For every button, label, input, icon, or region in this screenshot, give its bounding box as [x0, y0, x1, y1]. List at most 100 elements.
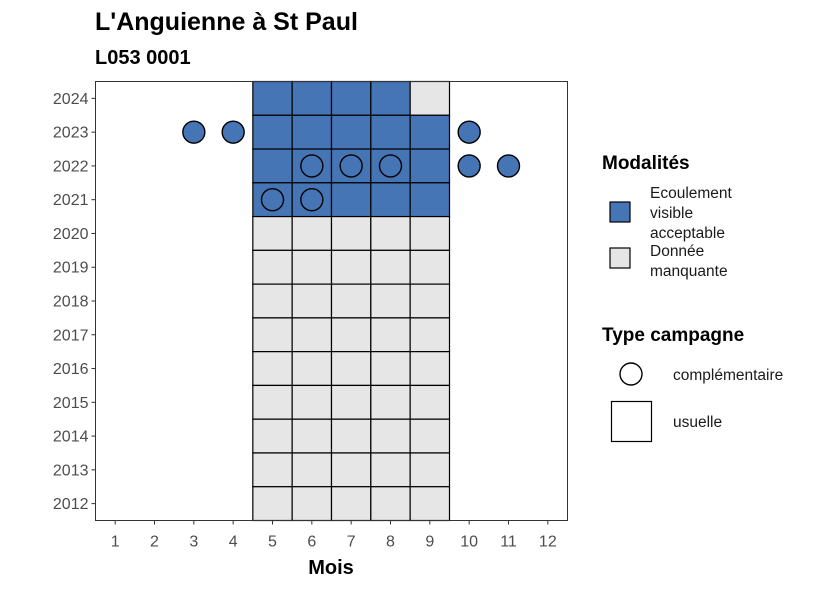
complementaire-points — [182, 120, 521, 212]
cell-2020-6 — [291, 215, 333, 251]
x-tick-label: 5 — [268, 534, 277, 551]
cell-2015-9 — [409, 384, 451, 420]
y-axis: 2012 2013 2014 2015 2016 2017 2018 2019 2020 2021… — [53, 91, 96, 513]
cell-2015-6 — [291, 384, 333, 420]
cell-2018-9 — [409, 283, 451, 319]
cell-2018-8 — [370, 283, 411, 319]
legend-label-manquante: manquante — [650, 263, 728, 280]
x-tick-label: 4 — [229, 534, 238, 551]
x-tick-label: 1 — [111, 534, 120, 551]
point-2021-5 — [260, 187, 285, 212]
point-2022-7 — [339, 154, 363, 178]
cell-2013-7 — [330, 452, 372, 488]
cell-2023-9 — [409, 114, 451, 150]
cell-2013-5 — [252, 452, 293, 488]
y-tick-label: 2023 — [53, 125, 89, 142]
cell-2012-9 — [409, 486, 451, 522]
x-axis-title: Mois — [308, 557, 354, 579]
cell-2012-8 — [370, 486, 411, 522]
legend-type-title: Type campagne — [602, 325, 744, 346]
cell-2020-5 — [252, 215, 293, 251]
chart-subtitle: L053 0001 — [95, 47, 191, 69]
cell-2017-6 — [291, 317, 333, 353]
x-tick-label: 10 — [460, 534, 478, 551]
legend-label-ecoulement: acceptable — [650, 225, 725, 242]
y-tick-label: 2020 — [53, 226, 89, 243]
cell-2020-8 — [370, 215, 411, 251]
cell-2013-8 — [370, 452, 411, 488]
cell-2022-5 — [252, 148, 293, 184]
cell-2023-8 — [370, 114, 411, 150]
legend-key-manquante — [609, 247, 631, 269]
cell-2023-7 — [330, 114, 372, 150]
x-axis: 1 2 3 4 5 6 7 8 9 10 11 12 — [111, 520, 557, 551]
x-tick-label: 6 — [307, 534, 316, 551]
cell-2017-7 — [330, 317, 372, 353]
cell-2024-9 — [409, 80, 451, 116]
cell-2019-6 — [291, 249, 333, 285]
cell-2021-7 — [330, 182, 372, 218]
cell-2016-7 — [330, 351, 372, 387]
cell-2016-5 — [252, 351, 293, 387]
cell-2018-5 — [252, 283, 293, 319]
legend-label-complementaire: complémentaire — [673, 367, 783, 384]
legend-label-ecoulement: Ecoulement — [650, 185, 733, 202]
x-tick-label: 3 — [189, 534, 198, 551]
y-tick-label: 2015 — [53, 395, 89, 412]
y-tick-label: 2017 — [53, 327, 89, 344]
cell-2019-9 — [409, 249, 451, 285]
cell-2019-7 — [330, 249, 372, 285]
y-tick-label: 2014 — [53, 429, 89, 446]
cell-2024-7 — [330, 80, 372, 116]
cell-2016-9 — [409, 351, 451, 387]
cell-2020-9 — [409, 215, 451, 251]
cell-2016-8 — [370, 351, 411, 387]
cell-2017-9 — [409, 317, 451, 353]
cell-2017-5 — [252, 317, 293, 353]
point-2022-10 — [457, 154, 481, 178]
point-2023-3 — [182, 120, 206, 144]
legend-key-circle — [619, 362, 643, 386]
cell-2019-8 — [370, 249, 411, 285]
chart-title: L'Anguienne à St Paul — [95, 8, 358, 36]
point-2023-4 — [221, 120, 245, 144]
cell-2015-8 — [370, 384, 411, 420]
y-tick-label: 2019 — [53, 260, 89, 277]
cell-2014-8 — [370, 418, 411, 454]
cell-2014-9 — [409, 418, 451, 454]
cell-2013-6 — [291, 452, 333, 488]
x-tick-label: 9 — [425, 534, 434, 551]
x-tick-label: 12 — [539, 534, 557, 551]
legend-modalites-title: Modalités — [602, 153, 690, 174]
x-tick-label: 11 — [500, 534, 517, 551]
legend-label-ecoulement: visible — [650, 205, 693, 222]
cell-2023-6 — [291, 114, 333, 150]
cell-2016-6 — [291, 351, 333, 387]
cell-2017-8 — [370, 317, 411, 353]
cell-2018-6 — [291, 283, 333, 319]
cell-2020-7 — [330, 215, 372, 251]
legend-key-square — [610, 400, 653, 443]
y-tick-label: 2016 — [53, 361, 89, 378]
cell-2014-7 — [330, 418, 372, 454]
point-2022-8 — [378, 154, 403, 178]
x-tick-label: 8 — [386, 534, 395, 551]
y-tick-label: 2022 — [53, 158, 89, 175]
cell-2014-5 — [252, 418, 293, 454]
legend-label-manquante: Donnée — [650, 243, 704, 260]
cell-2024-6 — [291, 80, 333, 116]
cell-2024-5 — [252, 80, 293, 116]
cell-2018-7 — [330, 283, 372, 319]
cell-2012-5 — [252, 486, 293, 522]
cell-2014-6 — [291, 418, 333, 454]
point-2023-10 — [457, 120, 481, 144]
y-tick-label: 2013 — [53, 462, 89, 479]
legend-key-ecoulement — [609, 201, 631, 223]
cell-2021-8 — [370, 182, 411, 218]
cell-2021-9 — [409, 182, 451, 218]
y-tick-label: 2021 — [53, 192, 89, 209]
point-2022-6 — [300, 154, 324, 178]
x-tick-label: 7 — [347, 534, 356, 551]
legend-label-usuelle: usuelle — [673, 414, 722, 431]
